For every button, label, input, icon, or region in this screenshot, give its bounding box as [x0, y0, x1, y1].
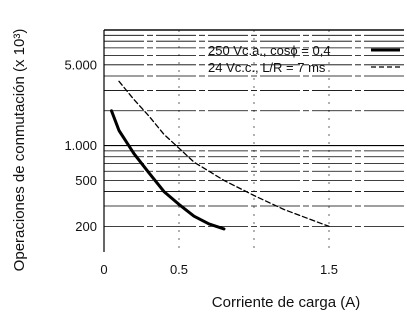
series-lines: [110, 80, 330, 231]
legend: 250 Vc.a., cosϕ = 0,4 24 Vc.c., L/R = 7 …: [208, 43, 400, 75]
x-tick-labels: 0 0.5 1.5: [100, 262, 338, 277]
x-tick-label: 0.5: [170, 262, 188, 277]
series-line-0: [110, 109, 226, 231]
y-tick-label: 500: [75, 173, 97, 188]
y-tick-labels: 5.000 1.000 500 200: [64, 57, 97, 234]
legend-label-dc: 24 Vc.c., L/R = 7 ms: [208, 60, 326, 75]
plot-frame: [103, 29, 404, 252]
y-axis-title: Operaciones de conmutación (x 10³): [11, 29, 28, 272]
legend-label-ac: 250 Vc.a., cosϕ = 0,4: [208, 43, 331, 58]
x-axis-title: Corriente de carga (A): [212, 294, 360, 311]
x-tick-label: 0: [100, 262, 107, 277]
y-tick-label: 5.000: [64, 57, 97, 72]
x-tick-label: 1.5: [320, 262, 338, 277]
series-line-1: [118, 80, 330, 228]
y-tick-label: 1.000: [64, 138, 97, 153]
y-tick-label: 200: [75, 219, 97, 234]
grid-lines: [104, 29, 404, 252]
